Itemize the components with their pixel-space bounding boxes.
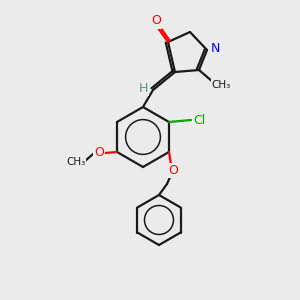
Text: CH₃: CH₃ (212, 80, 231, 90)
Text: O: O (168, 164, 178, 176)
Text: O: O (94, 146, 104, 160)
Text: H: H (138, 82, 148, 94)
Text: Cl: Cl (193, 113, 205, 127)
Text: O: O (151, 14, 161, 28)
Text: CH₃: CH₃ (66, 157, 85, 167)
Text: N: N (210, 43, 220, 56)
